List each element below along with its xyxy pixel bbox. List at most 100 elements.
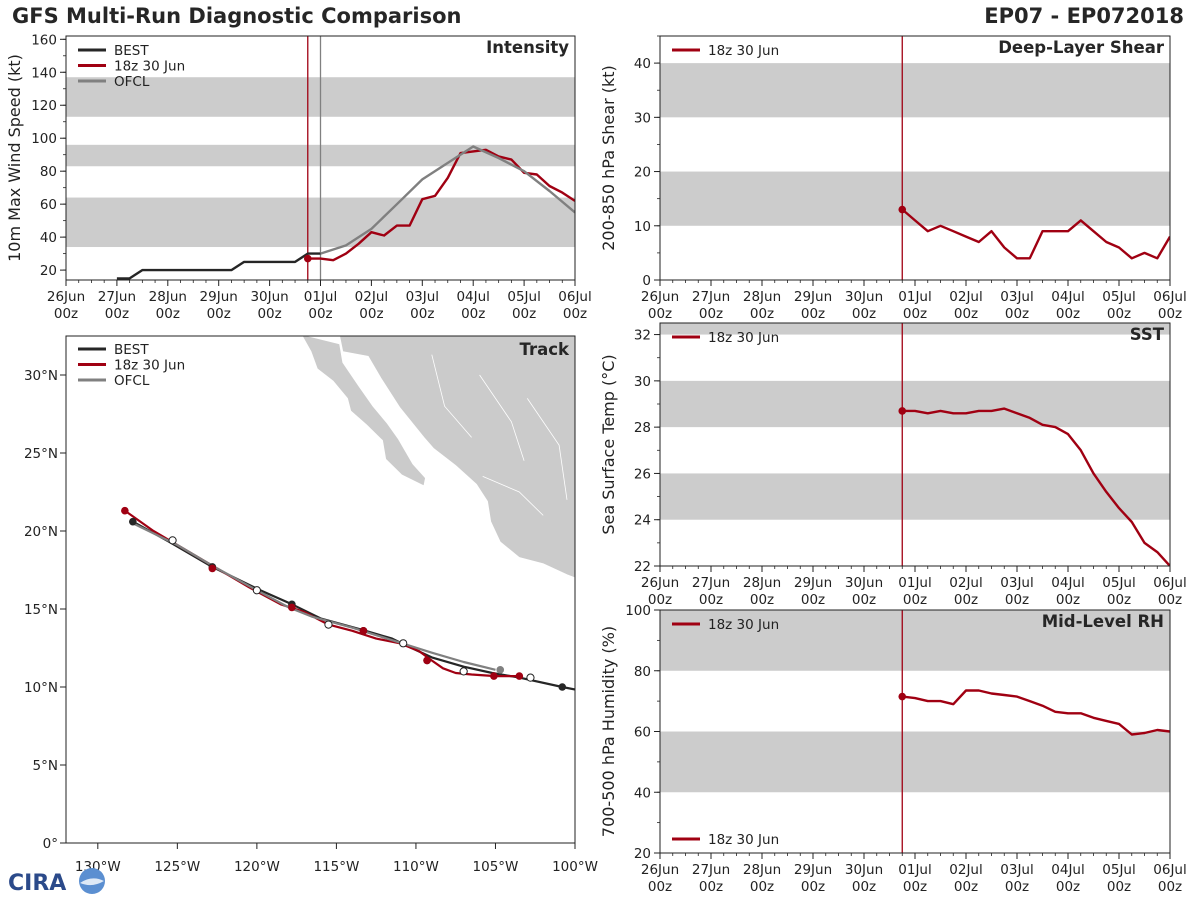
xtick-sublabel-shear-10: 00z xyxy=(1158,306,1182,322)
xtick-sublabel-rh-0: 00z xyxy=(648,879,672,895)
start-marker-sst-0 xyxy=(898,407,907,415)
xtick-sublabel-rh-1: 00z xyxy=(699,879,723,895)
xtick-sublabel-shear-8: 00z xyxy=(1056,306,1080,322)
xtick-sublabel-sst-0: 00z xyxy=(648,592,672,608)
xtick-label-sst-5: 01Jul xyxy=(898,575,931,591)
xtick-label-shear-5: 01Jul xyxy=(898,289,931,305)
xtick-label-shear-2: 28Jun xyxy=(743,289,781,305)
xtick-label-sst-0: 26Jun xyxy=(641,575,679,591)
xtick-sublabel-rh-3: 00z xyxy=(801,879,825,895)
track-open-point-2-1 xyxy=(459,667,468,676)
xtick-label-intensity-10: 06Jul xyxy=(558,289,591,305)
ytick-label-intensity-2: 60 xyxy=(40,197,57,213)
ytick-label-rh-2: 60 xyxy=(634,725,651,741)
frame-track xyxy=(65,335,576,844)
ylabel-intensity: 10m Max Wind Speed (kt) xyxy=(5,54,24,262)
lon-label-5: 105°W xyxy=(473,859,519,875)
ytick-label-sst-2: 26 xyxy=(634,466,651,482)
band-sst-1 xyxy=(660,380,1170,428)
lat-label-1: 5°N xyxy=(33,758,58,774)
xtick-label-shear-6: 02Jul xyxy=(949,289,982,305)
xtick-label-shear-9: 05Jul xyxy=(1102,289,1135,305)
xtick-sublabel-intensity-4: 00z xyxy=(257,306,281,322)
xtick-label-intensity-9: 05Jul xyxy=(507,289,540,305)
track-point-1-6 xyxy=(121,506,129,515)
ytick-label-intensity-6: 140 xyxy=(31,65,57,81)
panel-title-track: Track xyxy=(520,340,570,359)
legend-label-track-0: BEST xyxy=(114,342,149,358)
xtick-label-intensity-5: 01Jul xyxy=(304,289,337,305)
ytick-label-shear-3: 30 xyxy=(634,110,651,126)
ytick-label-rh-3: 80 xyxy=(634,664,651,680)
legend-label-rh-0: 18z 30 Jun xyxy=(708,617,779,633)
band-rh-1 xyxy=(660,610,1170,671)
panel-title-sst: SST xyxy=(1130,325,1165,344)
ytick-label-intensity-3: 80 xyxy=(40,164,57,180)
xtick-sublabel-rh-9: 00z xyxy=(1107,879,1131,895)
ytick-label-sst-4: 30 xyxy=(634,374,651,390)
lat-label-5: 25°N xyxy=(24,446,58,462)
xtick-sublabel-shear-7: 00z xyxy=(1005,306,1029,322)
band-rh-0 xyxy=(660,731,1170,793)
xtick-label-rh-4: 30Jun xyxy=(845,862,883,878)
track-open-point-2-5 xyxy=(168,536,177,545)
ofcl-start-point xyxy=(496,666,505,674)
ytick-label-sst-3: 28 xyxy=(634,420,651,436)
xtick-sublabel-rh-5: 00z xyxy=(903,879,927,895)
ytick-label-shear-4: 40 xyxy=(634,56,651,72)
ytick-label-sst-1: 24 xyxy=(634,513,651,529)
xtick-label-rh-6: 02Jul xyxy=(949,862,982,878)
frame-sst xyxy=(659,322,1171,567)
xtick-sublabel-sst-4: 00z xyxy=(852,592,876,608)
track-point-1-0 xyxy=(515,672,524,680)
xtick-label-intensity-4: 30Jun xyxy=(250,289,288,305)
xtick-sublabel-intensity-6: 00z xyxy=(359,306,383,322)
xtick-sublabel-intensity-2: 00z xyxy=(156,306,180,322)
ytick-label-intensity-4: 100 xyxy=(31,131,57,147)
band-shear-1 xyxy=(660,63,1170,118)
legend-label-rh-lower-0: 18z 30 Jun xyxy=(708,832,779,848)
xtick-sublabel-sst-1: 00z xyxy=(699,592,723,608)
band-shear-0 xyxy=(660,171,1170,226)
ytick-label-rh-4: 100 xyxy=(625,603,651,619)
xtick-label-sst-3: 29Jun xyxy=(794,575,832,591)
ylabel-sst: Sea Surface Temp (°C) xyxy=(599,354,618,534)
xtick-label-shear-10: 06Jul xyxy=(1153,289,1186,305)
ytick-label-sst-0: 22 xyxy=(634,559,651,575)
lon-label-6: 100°W xyxy=(552,859,598,875)
panel-intensity: 2040608010012014016026Jun00z27Jun00z28Ju… xyxy=(5,32,592,322)
plot-area-rh xyxy=(660,610,1170,853)
track-point-0-0 xyxy=(558,683,567,691)
swirl-icon xyxy=(80,878,104,886)
xtick-label-sst-10: 06Jul xyxy=(1153,575,1186,591)
ytick-label-shear-2: 20 xyxy=(634,165,651,181)
xtick-sublabel-intensity-5: 00z xyxy=(308,306,332,322)
xtick-label-rh-9: 05Jul xyxy=(1102,862,1135,878)
xtick-label-sst-4: 30Jun xyxy=(845,575,883,591)
ytick-label-shear-1: 10 xyxy=(634,219,651,235)
xtick-sublabel-sst-10: 00z xyxy=(1158,592,1182,608)
track-open-point-2-0 xyxy=(526,673,535,682)
xtick-label-intensity-7: 03Jul xyxy=(406,289,439,305)
xtick-label-intensity-6: 02Jul xyxy=(355,289,388,305)
track-point-1-2 xyxy=(423,656,431,665)
ytick-label-intensity-1: 40 xyxy=(40,230,57,246)
xtick-sublabel-shear-0: 00z xyxy=(648,306,672,322)
plot-area-shear xyxy=(660,36,1170,280)
xtick-sublabel-rh-4: 00z xyxy=(852,879,876,895)
legend-label-intensity-2: OFCL xyxy=(114,74,150,90)
xtick-sublabel-sst-3: 00z xyxy=(801,592,825,608)
xtick-sublabel-sst-9: 00z xyxy=(1107,592,1131,608)
xtick-sublabel-intensity-10: 00z xyxy=(563,306,587,322)
xtick-sublabel-intensity-9: 00z xyxy=(512,306,536,322)
state-border-3 xyxy=(482,476,544,516)
band-sst-0 xyxy=(660,473,1170,520)
start-marker-rh-0 xyxy=(898,692,907,701)
xtick-sublabel-intensity-0: 00z xyxy=(54,306,78,322)
lat-label-3: 15°N xyxy=(24,602,58,618)
xtick-label-sst-2: 28Jun xyxy=(743,575,781,591)
xtick-label-intensity-8: 04Jul xyxy=(456,289,489,305)
xtick-sublabel-shear-6: 00z xyxy=(954,306,978,322)
